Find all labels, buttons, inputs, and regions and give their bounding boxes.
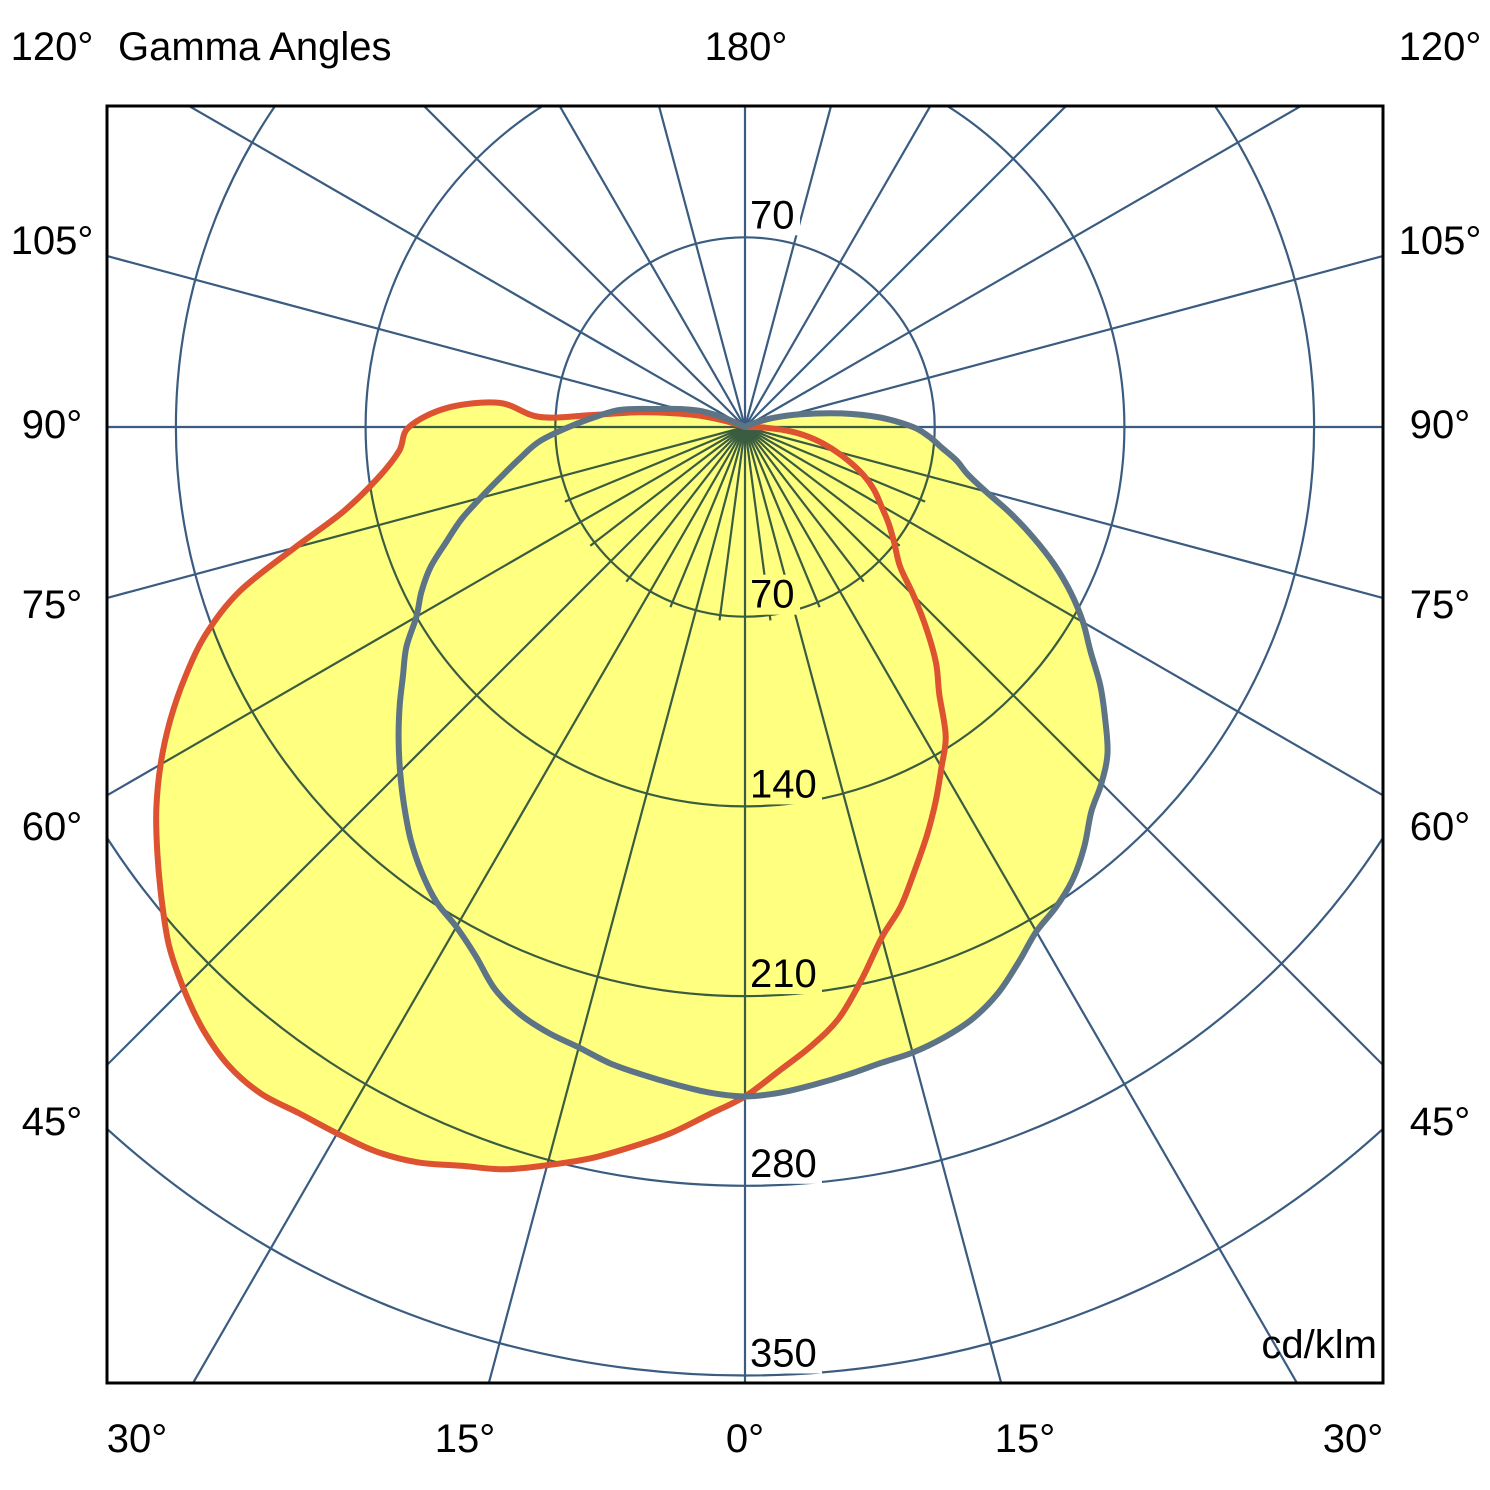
angle-label-top-180: 180°	[705, 25, 788, 69]
angle-label-bottom-2: 0°	[726, 1417, 764, 1461]
ring-label-0: 70	[750, 193, 795, 237]
chart-title: Gamma Angles	[118, 25, 391, 69]
angle-label-right-90°: 90°	[1410, 403, 1471, 447]
ring-label-1: 70	[750, 573, 795, 617]
ray-upper-135L	[422, 106, 746, 428]
ring-label-2: 140	[750, 762, 817, 806]
angle-label-left-105°: 105°	[11, 219, 94, 263]
angle-label-left-45°: 45°	[22, 1100, 83, 1144]
ray-upper-120L	[186, 106, 746, 428]
unit-label: cd/klm	[1261, 1323, 1377, 1367]
ray-upper-135R	[744, 106, 1068, 428]
ring-label-backgrounds	[748, 195, 822, 1374]
ray-upper-105L	[107, 254, 746, 429]
beam-fill	[156, 402, 1108, 1170]
ray-upper-105R	[744, 254, 1383, 429]
angle-label-right-60°: 60°	[1410, 805, 1471, 849]
curve-red	[153, 399, 949, 1173]
ring-label-bg-0	[748, 195, 800, 236]
ring-label-bg-2	[748, 764, 822, 805]
angle-label-left-120°: 120°	[11, 25, 94, 69]
angle-label-left-75°: 75°	[22, 583, 83, 627]
angle-label-right-45°: 45°	[1410, 1100, 1471, 1144]
ring-label-4: 280	[750, 1142, 817, 1186]
plot-border	[105, 104, 1385, 1385]
ray-upper-165L	[657, 106, 747, 428]
angle-label-right-105°: 105°	[1399, 219, 1482, 263]
ring-label-bg-4	[748, 1143, 822, 1184]
angle-label-bottom-4: 30°	[1323, 1417, 1384, 1461]
angle-label-bottom-3: 15°	[995, 1417, 1056, 1461]
angle-label-bottom-0: 30°	[107, 1417, 168, 1461]
ring-label-bg-5	[748, 1333, 822, 1374]
angle-label-right-75°: 75°	[1410, 583, 1471, 627]
ring-label-3: 210	[750, 952, 817, 996]
angle-label-right-120°: 120°	[1399, 25, 1482, 69]
ring-label-bg-3	[748, 954, 822, 995]
curve-blue	[395, 405, 1111, 1100]
angle-label-left-90°: 90°	[22, 403, 83, 447]
ray-lower-75R	[744, 425, 1383, 600]
angle-label-bottom-1: 15°	[435, 1417, 496, 1461]
ray-upper-120R	[744, 106, 1304, 428]
ray-upper-165R	[743, 106, 833, 428]
ray-upper-150L	[558, 106, 746, 428]
ring-label-5: 350	[750, 1332, 817, 1376]
ray-upper-150R	[744, 106, 932, 428]
ring-label-bg-1	[748, 574, 800, 615]
angle-label-left-60°: 60°	[22, 805, 83, 849]
